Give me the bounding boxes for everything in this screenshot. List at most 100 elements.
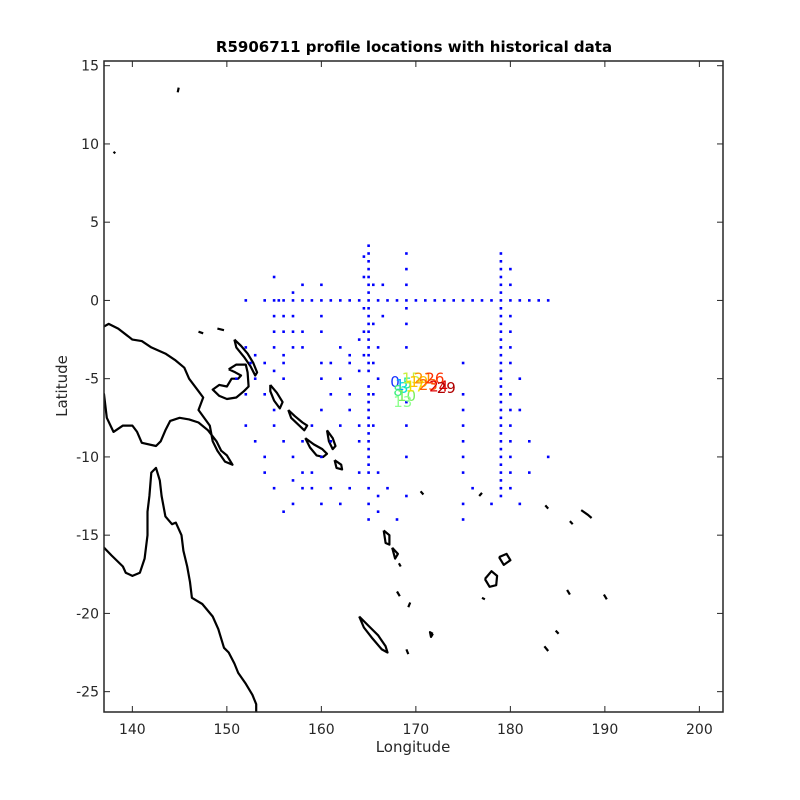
coastline-segment [304,437,329,458]
historical-point [367,338,370,341]
historical-point [376,494,380,498]
historical-point [249,361,252,365]
historical-point [291,455,295,459]
historical-point [320,408,323,412]
y-axis-label: Latitude [53,355,71,417]
coastline-segment [544,504,550,510]
historical-point [282,440,285,443]
coastline-segment [419,490,425,496]
historical-point [357,338,361,341]
historical-point [362,307,366,310]
historical-point [433,299,437,302]
historical-point [452,299,455,302]
historical-point [509,314,512,318]
coastline-segment [397,562,402,568]
historical-point [348,299,351,302]
historical-point [405,267,408,271]
profile-label: 24 [429,378,448,396]
coastline-segment [391,546,399,560]
historical-point [405,346,408,349]
historical-point [395,299,399,302]
historical-point [499,252,503,255]
historical-point [376,377,380,380]
historical-point [339,346,342,349]
historical-point [367,299,370,302]
historical-point [386,486,389,490]
historical-point [528,299,531,302]
coastline-segment [580,509,593,519]
historical-point [301,440,304,443]
coastline-segment [483,570,499,588]
historical-point [291,479,295,482]
historical-point [499,447,503,451]
historical-point [518,408,522,412]
historical-point [348,393,351,396]
historical-point [320,377,323,380]
profile-label: 26 [425,370,444,388]
historical-point [367,447,370,451]
historical-point [499,440,503,443]
historical-point [424,299,427,302]
historical-point [263,393,266,396]
historical-point [291,330,295,333]
historical-point [509,424,512,427]
historical-point [499,455,503,459]
historical-point [461,440,465,443]
historical-point [291,314,295,318]
x-tick-label: 160 [308,722,335,738]
historical-point [546,299,550,302]
historical-point [272,486,276,490]
historical-point [509,471,512,474]
historical-point [282,314,285,318]
historical-point [381,314,385,318]
historical-point [367,385,370,388]
historical-point [376,471,380,474]
historical-point [367,393,370,396]
historical-point [499,353,503,357]
historical-point [367,518,370,521]
historical-point [509,486,512,490]
historical-point [320,361,323,365]
chart-title: R5906711 profile locations with historic… [216,38,612,56]
historical-point [348,361,351,365]
historical-point [518,299,522,302]
historical-point [376,346,380,349]
historical-point [272,275,276,279]
historical-point [263,471,266,474]
historical-point [253,440,257,443]
historical-point [405,322,408,326]
historical-point [301,283,304,287]
coastline-layer [104,87,608,712]
historical-point [499,494,503,498]
historical-point [367,502,370,506]
historical-point [362,275,366,279]
historical-point [499,486,503,490]
historical-point [499,338,503,341]
historical-point [405,307,408,310]
historical-point [509,267,512,271]
historical-point [499,346,503,349]
historical-point [518,502,522,506]
historical-point [461,424,465,427]
historical-point [367,330,370,333]
historical-point [329,361,333,365]
historical-point [357,369,361,373]
historical-point [499,361,503,365]
historical-point [509,346,512,349]
historical-point [499,463,503,466]
historical-point [414,299,418,302]
profile-label: 13 [393,393,412,411]
historical-point [546,455,550,459]
historical-point [272,299,276,302]
historical-point [301,330,304,333]
historical-point [272,424,276,427]
historical-point [461,455,465,459]
historical-point [244,393,248,396]
historical-point [282,510,285,513]
historical-point [272,408,276,412]
historical-point [367,283,370,287]
historical-point [376,510,380,513]
historical-point [367,432,370,435]
historical-point [405,494,408,498]
coastline-segment [112,150,117,155]
